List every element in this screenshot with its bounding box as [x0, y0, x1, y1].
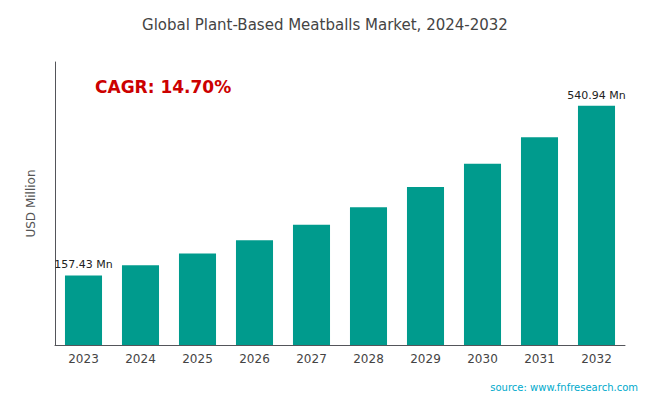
svg-text:2026: 2026: [239, 352, 270, 366]
svg-text:2027: 2027: [296, 352, 327, 366]
svg-text:CAGR: 14.70%: CAGR: 14.70%: [95, 77, 231, 97]
svg-text:2031: 2031: [524, 352, 555, 366]
svg-text:157.43 Mn: 157.43 Mn: [54, 258, 112, 271]
svg-text:2024: 2024: [125, 352, 156, 366]
svg-text:source: www.fnfresearch.com: source: www.fnfresearch.com: [490, 382, 638, 393]
svg-text:2023: 2023: [68, 352, 99, 366]
svg-text:2028: 2028: [353, 352, 384, 366]
svg-text:2032: 2032: [581, 352, 612, 366]
svg-text:540.94 Mn: 540.94 Mn: [567, 89, 625, 102]
svg-text:2025: 2025: [182, 352, 213, 366]
svg-text:2029: 2029: [410, 352, 441, 366]
svg-text:2030: 2030: [467, 352, 498, 366]
svg-text:USD Million: USD Million: [24, 169, 38, 237]
svg-text:Global Plant-Based Meatballs M: Global Plant-Based Meatballs Market, 202…: [142, 16, 508, 34]
